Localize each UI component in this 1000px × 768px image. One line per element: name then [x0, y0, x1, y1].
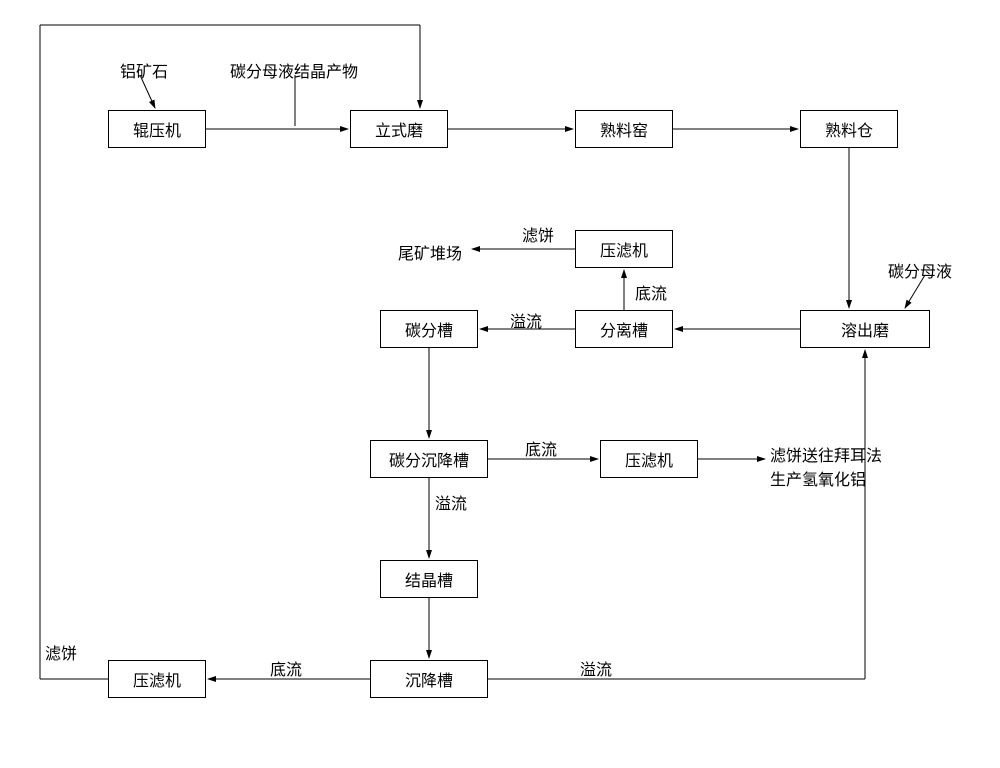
filter-press3-label: 压滤机	[133, 667, 181, 691]
dissolve-box: 溶出磨	[800, 310, 930, 348]
bauxite-label: 铝矿石	[120, 58, 168, 82]
filter-press2-label: 压滤机	[625, 447, 673, 471]
vertical-mill-label: 立式磨	[375, 117, 423, 141]
silo-box: 熟料仓	[800, 110, 898, 148]
filter-press3-box: 压滤机	[108, 660, 206, 698]
bayer-out-label: 滤饼送往拜耳法 生产氢氧化铝	[770, 442, 882, 490]
carbon-liquid-label: 碳分母液	[888, 258, 952, 282]
roller-label: 辊压机	[133, 117, 181, 141]
filter-press2-box: 压滤机	[600, 440, 698, 478]
overflow-label-1: 溢流	[510, 308, 542, 332]
overflow-label-3: 溢流	[580, 656, 612, 680]
underflow-label-2: 底流	[525, 436, 557, 460]
cake-label-1: 滤饼	[522, 222, 554, 246]
kiln-box: 熟料窑	[575, 110, 673, 148]
settle-tank-box: 沉降槽	[370, 660, 488, 698]
underflow-label-1: 底流	[635, 280, 667, 304]
vertical-mill-box: 立式磨	[350, 110, 448, 148]
crystal-product-label: 碳分母液结晶产物	[230, 58, 358, 82]
carbon-settle-label: 碳分沉降槽	[389, 447, 469, 471]
overflow-label-2: 溢流	[435, 490, 467, 514]
carbon-settle-box: 碳分沉降槽	[370, 440, 488, 478]
sep-tank-box: 分离槽	[575, 310, 673, 348]
filter-press1-label: 压滤机	[600, 237, 648, 261]
settle-tank-label: 沉降槽	[405, 667, 453, 691]
silo-label: 熟料仓	[825, 117, 873, 141]
tailings-label: 尾矿堆场	[398, 240, 462, 264]
underflow-label-3: 底流	[270, 656, 302, 680]
crystal-tank-label: 结晶槽	[405, 567, 453, 591]
kiln-label: 熟料窑	[600, 117, 648, 141]
roller-box: 辊压机	[108, 110, 206, 148]
dissolve-label: 溶出磨	[841, 317, 889, 341]
filter-press1-box: 压滤机	[575, 230, 673, 268]
carbon-tank-label: 碳分槽	[405, 317, 453, 341]
crystal-tank-box: 结晶槽	[380, 560, 478, 598]
carbon-tank-box: 碳分槽	[380, 310, 478, 348]
sep-tank-label: 分离槽	[600, 317, 648, 341]
cake-label-2: 滤饼	[45, 640, 77, 664]
